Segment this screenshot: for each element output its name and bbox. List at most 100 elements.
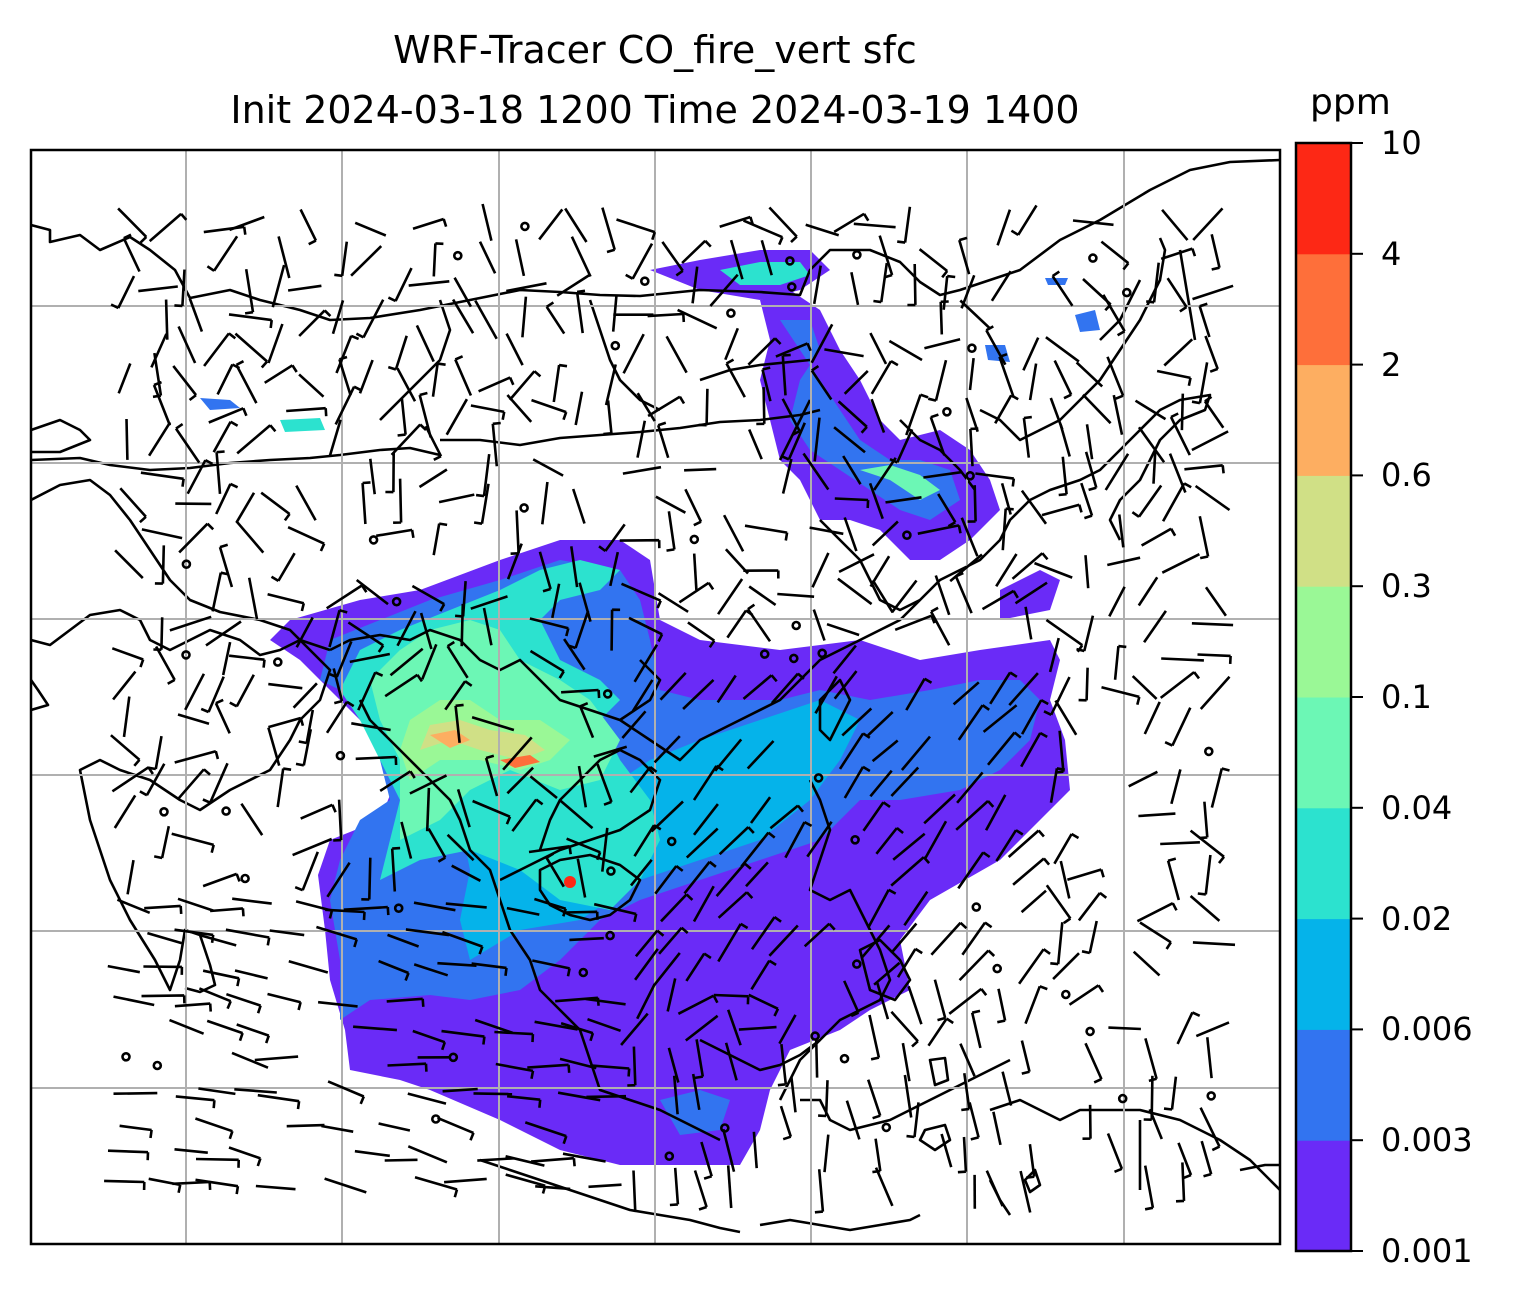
wind-barb [411, 584, 446, 612]
wind-barb [906, 1102, 920, 1139]
wind-barb [473, 483, 490, 525]
wind-barb [870, 398, 886, 434]
wind-barb [1204, 335, 1219, 373]
wind-barb [888, 339, 923, 362]
wind-barb [726, 1165, 733, 1209]
wind-barb [177, 897, 214, 912]
wind-barb [1189, 829, 1226, 864]
wind-barb [1084, 555, 1090, 589]
calm-wind-marker [520, 221, 530, 232]
wind-barb [901, 1042, 911, 1082]
wind-barb [937, 493, 957, 528]
wind-barb [529, 617, 570, 637]
wind-barb [415, 324, 435, 363]
wind-barb [869, 332, 888, 365]
wind-barb [298, 709, 315, 745]
wind-barb [1026, 1144, 1036, 1179]
colorbar-segment [1296, 143, 1351, 255]
wind-barb [768, 924, 799, 957]
wind-barb [740, 831, 776, 868]
wind-barb [295, 484, 317, 521]
wind-barb [267, 323, 284, 364]
wind-barb [748, 585, 777, 606]
wind-barb [255, 1184, 296, 1191]
calm-wind-marker [121, 1052, 131, 1062]
wind-barb [195, 1178, 240, 1195]
wind-barb [390, 423, 427, 456]
wind-barb [1159, 671, 1201, 699]
wind-barb [396, 367, 417, 402]
wind-barb [722, 1128, 736, 1173]
wind-barb [724, 1042, 738, 1081]
wind-barb [369, 458, 376, 495]
wind-barb [658, 926, 689, 955]
wind-barb [843, 765, 871, 799]
wind-barb [968, 1102, 980, 1141]
wind-barb [1138, 812, 1176, 818]
wind-barb [866, 1079, 882, 1120]
wind-barb [1152, 450, 1157, 484]
wind-barb [334, 241, 349, 278]
wind-barb [506, 543, 523, 580]
wind-barb [894, 614, 936, 632]
wind-barb [247, 577, 259, 620]
wind-barb [1082, 393, 1112, 425]
wind-barb [484, 754, 499, 797]
wind-barb [616, 218, 657, 241]
wind-barb [481, 203, 493, 242]
wind-barb [441, 930, 484, 955]
wind-barb [350, 245, 383, 277]
wind-barb [150, 333, 168, 368]
wind-barb [750, 959, 777, 990]
wind-barb [202, 762, 229, 804]
wind-barb [924, 337, 961, 350]
wind-barb [113, 995, 155, 1007]
wind-barb [982, 704, 1018, 733]
wind-barb [1136, 902, 1178, 923]
wind-barb [1001, 507, 1014, 551]
wind-barb [437, 1116, 475, 1141]
colorbar-tick-label: 0.1 [1381, 678, 1432, 716]
wind-barb [1189, 895, 1221, 922]
wind-barb [384, 673, 423, 698]
wind-barb [112, 670, 137, 701]
wind-barb [138, 285, 178, 293]
wind-barb [491, 421, 501, 467]
wind-barb [965, 397, 979, 433]
wind-barb [678, 581, 715, 604]
wind-barb [969, 427, 979, 467]
wind-barb [747, 337, 782, 366]
wind-barb [324, 1177, 367, 1194]
wind-barb [1058, 456, 1068, 497]
wind-barb [321, 1124, 354, 1133]
wind-barb [169, 615, 212, 632]
wind-barb [264, 364, 298, 384]
wind-barb [506, 906, 540, 916]
wind-barb [629, 858, 653, 887]
wind-barb [587, 1017, 622, 1033]
wind-barb [147, 421, 172, 457]
colorbar-tick-label: 2 [1381, 345, 1402, 384]
wind-barb [113, 1091, 158, 1095]
wind-barb [154, 645, 176, 685]
wind-barb [551, 583, 561, 619]
wind-barb [437, 961, 477, 967]
wind-barb [896, 947, 923, 978]
wind-barb [995, 553, 1018, 587]
wind-barb [685, 1014, 719, 1042]
calm-wind-marker [1088, 253, 1098, 263]
wind-barb [1112, 394, 1124, 435]
wind-barb [1161, 208, 1189, 241]
wind-barb [111, 647, 145, 668]
wind-barb [952, 681, 980, 706]
wind-barb [870, 359, 899, 395]
wind-barb [990, 270, 1012, 302]
field-patch-east-1 [1075, 310, 1100, 332]
wind-barb [586, 1094, 627, 1099]
wind-barb [505, 333, 524, 366]
wind-barb [229, 215, 265, 232]
wind-barb [122, 233, 141, 273]
wind-barb [1210, 767, 1230, 808]
wind-barb [927, 1017, 954, 1047]
wind-barb [746, 740, 775, 770]
